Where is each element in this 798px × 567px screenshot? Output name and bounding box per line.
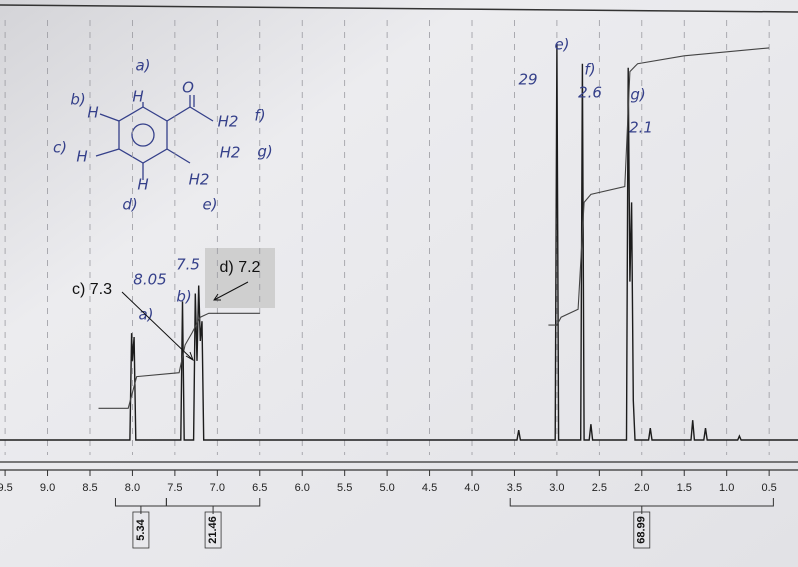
integration-bracket (509, 498, 774, 514)
structure-label: H2 (218, 113, 239, 131)
structure-label: H (87, 104, 98, 122)
x-tick-label: 9.0 (40, 482, 55, 494)
integral-line (548, 47, 770, 326)
x-tick-label: 2.5 (592, 482, 607, 494)
integral-line (98, 312, 260, 409)
structure-label: H2 (189, 171, 210, 189)
callout-label: d) 7.2 (220, 259, 261, 276)
structure-label: H (132, 88, 143, 106)
x-tick-label: 1.5 (677, 482, 692, 494)
structure-label: H (137, 176, 148, 194)
integration-value: 21.46 (207, 516, 219, 544)
aromatic-circle (131, 123, 155, 147)
paper-edge (0, 4, 798, 13)
x-tick-label: 6.0 (295, 482, 310, 494)
bonds (95, 102, 144, 180)
structure-label: b) (70, 91, 85, 109)
carbonyl (189, 95, 195, 107)
callout-arrow (121, 291, 194, 362)
x-tick-label: 0.5 (761, 482, 776, 494)
x-tick-label: 7.0 (210, 482, 225, 494)
callout-box (205, 248, 275, 308)
structure-label: e) (202, 196, 217, 214)
integration-bracket (165, 498, 261, 514)
peak-label: e) (554, 36, 569, 54)
structure-label: d) (122, 196, 137, 214)
structure-label: a) (135, 57, 150, 75)
structure-label: H2 (220, 144, 241, 162)
peak-label: 7.5 (176, 256, 200, 274)
peak-label: g) (630, 86, 645, 104)
integration-box (204, 511, 222, 549)
peak-label: 2.6 (578, 84, 602, 102)
x-tick-label: 4.0 (464, 482, 479, 494)
spectrum-line (0, 43, 798, 441)
x-tick-label: 3.0 (549, 482, 564, 494)
x-tick-label: 8.0 (125, 482, 140, 494)
peak-label: b) (176, 288, 191, 306)
x-tick-label: 7.5 (167, 482, 182, 494)
peak-label: 2.1 (629, 119, 653, 137)
structure-label: f) (254, 107, 265, 125)
x-tick-label: 2.0 (634, 482, 649, 494)
integration-value: 68.99 (636, 516, 648, 544)
x-tick-label: 4.5 (422, 482, 437, 494)
peak-label: 8.05 (133, 271, 166, 289)
callout-label: c) 7.3 (72, 281, 112, 298)
x-tick-label: 5.0 (379, 482, 394, 494)
integration-box (132, 511, 150, 549)
structure-label: g) (257, 143, 272, 161)
x-tick-label: 1.0 (719, 482, 734, 494)
structure-drawing (95, 95, 214, 180)
x-tick-label: 9.5 (0, 482, 13, 494)
x-tick-label: 5.5 (337, 482, 352, 494)
callout-arrow (213, 281, 249, 301)
structure-label: H (76, 148, 87, 166)
integration-box (633, 511, 651, 549)
x-tick-label: 3.5 (507, 482, 522, 494)
structure-label: c) (53, 139, 67, 157)
structure-label: O (182, 79, 194, 97)
x-tick-label: 6.5 (252, 482, 267, 494)
integration-value: 5.34 (135, 518, 147, 540)
peak-label: f) (584, 61, 595, 79)
x-tick-label: 8.5 (82, 482, 97, 494)
peak-label: 29 (518, 71, 537, 89)
